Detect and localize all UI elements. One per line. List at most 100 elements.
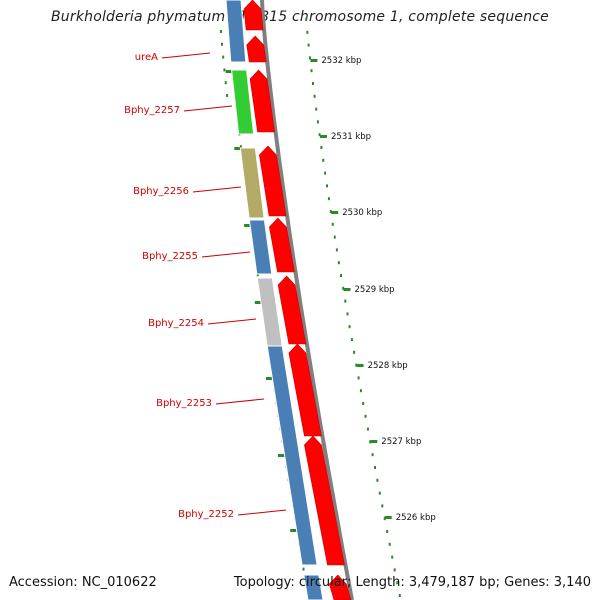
cds-arrow [277, 275, 307, 345]
minor-tick [348, 325, 351, 329]
major-tick [290, 529, 298, 532]
leader-line [207, 318, 257, 325]
cds-arrow [328, 574, 352, 600]
major-tick [254, 301, 262, 304]
gene-label: Bphy_2255 [142, 251, 198, 262]
cds-arrow [259, 145, 287, 217]
minor-tick [350, 338, 353, 341]
gene-segment [266, 345, 318, 566]
leader-line [201, 251, 251, 258]
minor-tick [381, 504, 384, 508]
gene-label: Bphy_2256 [133, 186, 189, 197]
cds-arrow [288, 343, 322, 437]
leader-line [183, 105, 233, 112]
minor-tick [362, 402, 365, 405]
minor-tick [376, 478, 379, 482]
minor-tick [222, 55, 225, 59]
gene-segment [248, 219, 273, 275]
minor-tick [307, 43, 310, 47]
major-tick [356, 364, 364, 367]
scale-label: 2527 kbp [381, 437, 421, 447]
label-layer: 2532 kbp 2531 kbp 2530 kbp 2529 kbp 2528 kbp… [124, 52, 436, 523]
gene-label: Bphy_2252 [178, 509, 234, 520]
major-tick [310, 59, 318, 62]
minor-tick [393, 568, 396, 572]
major-tick [225, 70, 233, 73]
minor-tick [366, 427, 369, 431]
gene-label: ureA [135, 52, 158, 63]
minor-tick [398, 594, 401, 597]
scale-label: 2531 kbp [331, 132, 371, 142]
minor-tick [331, 222, 334, 226]
minor-tick [388, 542, 391, 546]
gene-label: Bphy_2253 [156, 398, 212, 409]
minor-tick [346, 312, 349, 316]
minor-tick [313, 94, 316, 98]
minor-tick [223, 68, 226, 72]
minor-tick [374, 466, 376, 469]
minor-tick [322, 158, 325, 162]
minor-tick [224, 81, 227, 85]
major-tick [266, 377, 273, 380]
leader-line [192, 186, 242, 193]
minor-tick [310, 69, 313, 73]
major-tick [384, 516, 392, 519]
major-tick [278, 454, 285, 457]
gene-segment [225, 0, 247, 63]
minor-tick [226, 94, 229, 97]
scale-label: 2532 kbp [321, 56, 361, 66]
minor-tick [318, 133, 321, 137]
minor-tick [335, 248, 338, 252]
cds-arrow [249, 69, 275, 133]
minor-tick [309, 56, 311, 60]
major-tick [331, 211, 339, 214]
minor-tick [312, 82, 314, 85]
minor-tick [378, 491, 381, 495]
genome-summary-text: Topology: circular; Length: 3,479,187 bp… [233, 575, 591, 590]
leader-line [215, 398, 265, 405]
minor-tick [256, 273, 259, 277]
minor-tick [315, 107, 318, 111]
minor-tick [320, 146, 323, 149]
cds-arrow [243, 0, 264, 31]
cds-arrow [269, 217, 295, 273]
minor-tick [302, 567, 305, 571]
leader-line [237, 509, 287, 516]
major-tick [343, 288, 351, 291]
gene-label: Bphy_2257 [124, 105, 180, 116]
minor-tick [326, 184, 328, 188]
minor-tick [333, 235, 336, 239]
major-tick [320, 135, 327, 138]
accession-text: Accession: NC_010622 [9, 575, 157, 590]
minor-tick [355, 363, 358, 367]
major-tick [370, 440, 378, 443]
minor-tick [340, 274, 342, 277]
gene-segment [303, 574, 324, 600]
minor-tick [342, 286, 345, 290]
minor-tick [371, 453, 374, 457]
minor-tick [344, 299, 347, 303]
scale-label: 2529 kbp [355, 285, 395, 295]
cds-arrow [304, 435, 345, 566]
minor-tick [357, 376, 360, 380]
minor-tick [239, 145, 242, 149]
major-tick [234, 147, 242, 150]
scale-label: 2530 kbp [342, 208, 382, 218]
gene-segment [239, 147, 265, 219]
cds-arrow [246, 35, 267, 63]
backbone-line [260, 0, 354, 600]
leader-line [161, 52, 211, 59]
minor-tick [316, 120, 319, 124]
minor-tick [369, 440, 372, 444]
minor-tick [391, 555, 394, 559]
minor-tick [221, 42, 223, 46]
minor-tick [327, 197, 330, 201]
minor-tick [337, 261, 340, 265]
map-title: Burkholderia phymatum STM815 chromosome … [50, 9, 549, 25]
minor-tick [359, 389, 362, 393]
gene-label: Bphy_2254 [148, 318, 204, 329]
scale-label: 2526 kbp [396, 513, 436, 523]
minor-tick [386, 530, 389, 533]
minor-tick [306, 30, 309, 34]
